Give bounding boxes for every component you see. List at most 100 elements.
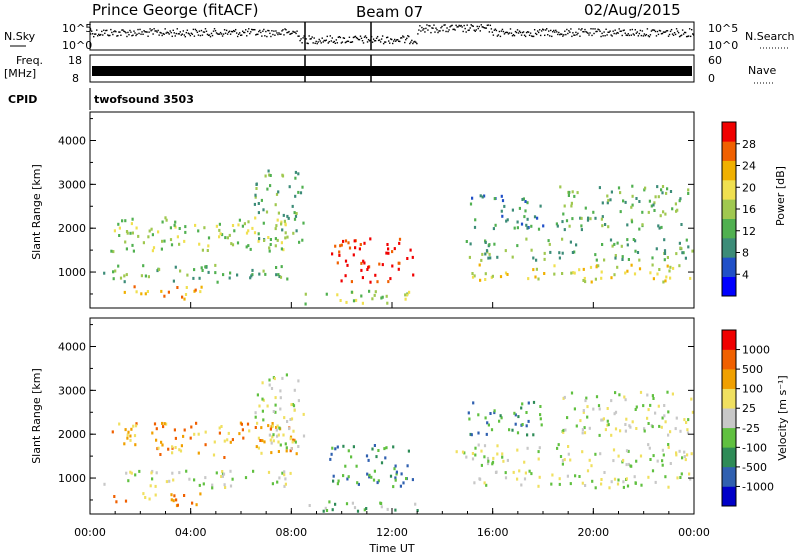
- time-x-axis: 00:00 04:00 08:00 12:00 16:00 20:00 00:00: [74, 302, 710, 539]
- nsky-point: [440, 27, 442, 29]
- range-cell: [663, 258, 666, 262]
- nsky-point: [589, 32, 591, 34]
- range-cell: [411, 255, 414, 259]
- range-cell: [182, 434, 185, 438]
- nsky-point: [650, 30, 653, 32]
- range-cell: [649, 403, 652, 407]
- nsky-point: [559, 33, 561, 36]
- range-cell: [664, 212, 667, 216]
- range-cell: [656, 459, 659, 463]
- range-cell: [483, 455, 486, 459]
- range-cell: [520, 483, 523, 487]
- nsky-point: [355, 36, 358, 39]
- nsky-point: [525, 31, 528, 34]
- nsky-point: [164, 28, 166, 30]
- nsky-point: [539, 34, 542, 37]
- nsky-point: [438, 30, 440, 32]
- nsky-point: [555, 29, 557, 32]
- nsky-point: [626, 34, 628, 37]
- nsky-point: [348, 36, 351, 38]
- range-cell: [332, 474, 335, 478]
- nsky-point: [433, 24, 435, 26]
- range-cell: [584, 399, 587, 403]
- range-cell: [626, 484, 630, 488]
- nsky-point: [445, 30, 447, 33]
- range-cell: [285, 446, 288, 450]
- range-cell: [118, 226, 121, 230]
- nsky-point: [677, 31, 680, 34]
- nsky-point: [416, 42, 418, 45]
- range-cell: [523, 215, 526, 219]
- nsearch-tick-bottom: 10^0: [708, 39, 738, 52]
- nsky-point: [193, 35, 196, 37]
- range-cell: [483, 194, 486, 198]
- colorbar-tick-label: 16: [742, 203, 756, 216]
- range-cell: [480, 258, 483, 262]
- range-cell: [277, 273, 280, 277]
- range-cell: [500, 194, 503, 198]
- range-cell: [684, 256, 687, 260]
- range-cell: [332, 479, 335, 483]
- range-cell: [293, 211, 296, 215]
- range-cell: [565, 219, 569, 223]
- nsky-point: [377, 39, 380, 42]
- range-cell: [294, 194, 297, 198]
- range-cell: [474, 453, 477, 457]
- range-cell: [144, 496, 147, 499]
- range-cell: [304, 292, 307, 296]
- nsky-point: [323, 39, 325, 42]
- range-cell: [171, 451, 174, 455]
- range-cell: [586, 415, 589, 419]
- nsky-point: [104, 32, 106, 35]
- range-cell: [325, 509, 329, 512]
- range-cell: [646, 416, 649, 420]
- range-cell: [512, 470, 515, 474]
- nsky-point: [239, 34, 242, 37]
- nsky-point: [231, 31, 234, 33]
- colorbar-frame: [721, 329, 737, 507]
- nsky-point: [463, 24, 465, 27]
- range-cell: [586, 469, 590, 473]
- nsky-point: [160, 32, 162, 34]
- range-cell: [597, 264, 600, 268]
- range-cell: [527, 277, 530, 281]
- nsky-point: [388, 42, 391, 44]
- range-cell: [282, 433, 285, 437]
- nsky-point: [250, 31, 252, 33]
- nsky-point: [587, 32, 589, 34]
- range-cell: [488, 252, 491, 256]
- range-cell: [258, 237, 261, 241]
- range-cell: [115, 500, 118, 504]
- nsky-point: [125, 32, 127, 34]
- range-cell: [273, 377, 276, 381]
- nsky-point: [168, 33, 170, 35]
- nsky-point: [142, 33, 144, 35]
- nsky-point: [460, 24, 462, 27]
- range-cell: [518, 206, 521, 210]
- range-cell: [473, 225, 477, 229]
- range-cell: [123, 290, 126, 294]
- range-cell: [607, 225, 610, 229]
- range-cell: [231, 438, 234, 442]
- range-cell: [562, 428, 565, 432]
- range-cell: [532, 256, 535, 260]
- nsky-point: [666, 30, 669, 32]
- range-cell: [193, 432, 196, 436]
- range-cell: [233, 229, 236, 233]
- range-cell: [293, 438, 296, 442]
- nsky-point: [129, 29, 131, 32]
- nsky-point: [235, 32, 238, 34]
- nsearch-tick-top: 10^5: [708, 22, 738, 35]
- nsky-point: [276, 32, 278, 34]
- beam-title: Beam 07: [356, 3, 423, 21]
- range-cell: [583, 431, 587, 435]
- y-tick-label: 4000: [58, 341, 86, 354]
- date-title: 02/Aug/2015: [584, 1, 681, 19]
- range-cell: [257, 239, 260, 243]
- range-cell: [212, 453, 216, 457]
- nsky-point: [658, 29, 661, 32]
- range-cell: [385, 294, 388, 298]
- nsky-point: [590, 28, 592, 30]
- range-cell: [661, 185, 665, 188]
